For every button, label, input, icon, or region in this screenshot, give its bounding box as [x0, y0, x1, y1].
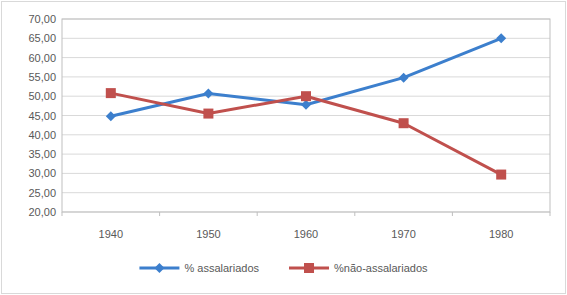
legend: % assalariados %não-assalariados [139, 262, 428, 274]
y-tick-label: 55,00 [28, 71, 56, 83]
legend-marker [154, 263, 164, 273]
y-tick-label: 60,00 [28, 52, 56, 64]
data-point [399, 118, 409, 128]
chart: 20,00 25,00 30,00 35,00 40,00 45,00 50,00 55,00… [0, 0, 567, 295]
data-point [203, 109, 213, 119]
x-tick [354, 212, 355, 216]
legend-item: % assalariados [139, 262, 259, 274]
y-tick-label: 20,00 [28, 206, 56, 218]
grid-line [62, 154, 550, 155]
plot-marks [106, 33, 506, 179]
x-tick-label: 1950 [196, 228, 220, 240]
x-tick-label: 1940 [99, 228, 123, 240]
legend-item: %não-assalariados [289, 262, 428, 274]
grid-line [62, 192, 550, 193]
legend-label: % assalariados [184, 262, 259, 274]
x-tick-label: 1980 [489, 228, 513, 240]
data-point [203, 88, 213, 98]
data-point [496, 170, 506, 180]
x-tick [257, 212, 258, 216]
chart-border [2, 2, 566, 294]
x-tick [452, 212, 453, 216]
y-tick-label: 50,00 [28, 90, 56, 102]
data-point [399, 73, 409, 83]
data-point [496, 33, 506, 43]
data-point [106, 111, 116, 121]
series-line [111, 93, 501, 174]
y-tick-label: 45,00 [28, 110, 56, 122]
x-tick-label: 1960 [294, 228, 318, 240]
x-tick-label: 1970 [391, 228, 415, 240]
legend-marker [304, 263, 314, 273]
data-point [106, 88, 116, 98]
plot-frame [62, 19, 550, 212]
y-tick-label: 65,00 [28, 32, 56, 44]
x-tick [159, 212, 160, 216]
grid-line [62, 173, 550, 174]
y-tick-label: 30,00 [28, 167, 56, 179]
grid-line [62, 38, 550, 39]
grid-line [62, 134, 550, 135]
y-tick-label: 70,00 [28, 13, 56, 25]
y-tick-label: 25,00 [28, 187, 56, 199]
x-tick [550, 212, 551, 216]
grid-line [62, 76, 550, 77]
x-tick [62, 212, 63, 216]
y-tick-label: 35,00 [28, 148, 56, 160]
grid-line [62, 57, 550, 58]
data-point [301, 91, 311, 101]
legend-label: %não-assalariados [334, 262, 428, 274]
y-tick-label: 40,00 [28, 129, 56, 141]
grid-line [62, 115, 550, 116]
